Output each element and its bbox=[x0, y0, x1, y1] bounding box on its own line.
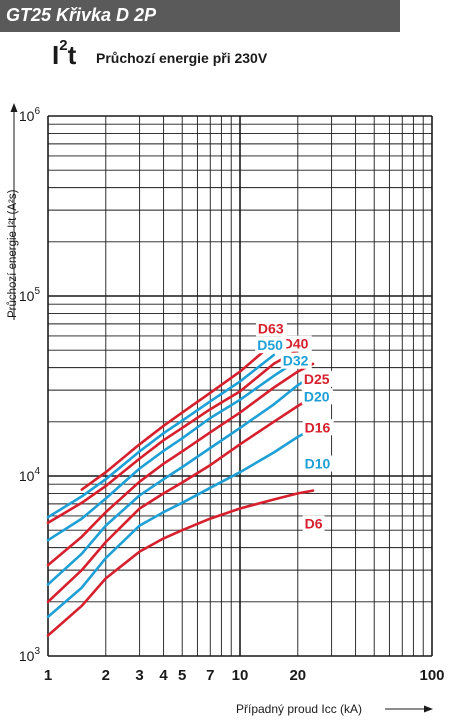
chart-axes: Průchozí energie I²t (A²s) Případný prou… bbox=[7, 103, 433, 716]
x-axis-ticks: 1 2 3 4 5 7 10 20 100 bbox=[44, 667, 445, 684]
chart-title: GT25 Křivka D 2P bbox=[6, 5, 157, 25]
curve-d10 bbox=[46, 427, 315, 619]
curve-label-d20: D20 bbox=[304, 388, 330, 404]
curve-label-d16: D16 bbox=[305, 419, 331, 435]
x-tick-label: 7 bbox=[206, 667, 214, 684]
y-axis-ticks: 103 104 105 106 bbox=[19, 106, 41, 664]
curve-label-d63: D63 bbox=[258, 320, 284, 336]
chart-subtitle: Průchozí energie při 230V bbox=[96, 50, 268, 66]
x-tick-label: 3 bbox=[135, 667, 143, 684]
curve-label-d32: D32 bbox=[283, 353, 309, 369]
x-axis-label: Případný proud Icc (kA) bbox=[236, 702, 362, 716]
curve-d40 bbox=[46, 348, 300, 524]
curve-label-bg bbox=[255, 337, 287, 354]
y-tick-label: 105 bbox=[19, 286, 41, 304]
i2t-symbol: I2t bbox=[52, 37, 77, 71]
curve-d25 bbox=[46, 362, 315, 567]
curve-label-d50: D50 bbox=[257, 337, 283, 353]
i2t-symbol-base: I bbox=[52, 40, 60, 70]
chart-grid bbox=[47, 115, 433, 657]
y-tick-label: 103 bbox=[19, 646, 41, 664]
curve-label-bg bbox=[280, 335, 312, 352]
i2t-symbol-tail: t bbox=[67, 40, 77, 70]
x-tick-label: 2 bbox=[102, 667, 110, 684]
x-tick-label: 1 bbox=[44, 667, 52, 684]
curve-label-d6: D6 bbox=[305, 516, 323, 532]
x-axis-arrowhead bbox=[424, 705, 433, 713]
curve-label-bg bbox=[255, 320, 287, 337]
x-tick-label: 20 bbox=[289, 667, 306, 684]
y-axis-label: Průchozí energie I²t (A²s) bbox=[7, 189, 19, 318]
curve-d32 bbox=[46, 358, 300, 542]
y-axis-arrowhead bbox=[10, 103, 18, 112]
curve-label-bg bbox=[302, 419, 334, 436]
curve-label-bg bbox=[302, 455, 334, 472]
x-tick-label: 100 bbox=[419, 667, 444, 684]
curve-d63 bbox=[80, 341, 276, 491]
curve-label-d10: D10 bbox=[305, 456, 331, 472]
curve-label-bg bbox=[301, 370, 333, 387]
x-tick-label: 4 bbox=[159, 667, 168, 684]
curve-label-d40: D40 bbox=[283, 336, 309, 352]
chart-curves bbox=[46, 341, 315, 637]
curve-label-bg bbox=[301, 388, 333, 405]
x-tick-label: 5 bbox=[178, 667, 186, 684]
x-tick-label: 10 bbox=[232, 667, 249, 684]
curve-label-bg bbox=[302, 515, 325, 532]
curve-d50 bbox=[46, 353, 276, 519]
title-bar: GT25 Křivka D 2P bbox=[0, 0, 400, 32]
i2t-symbol-sup: 2 bbox=[59, 37, 68, 55]
curve-d20 bbox=[46, 374, 315, 586]
curve-label-d25: D25 bbox=[304, 371, 330, 387]
curve-label-bg bbox=[280, 352, 312, 369]
y-tick-label: 106 bbox=[19, 106, 41, 124]
curve-d16 bbox=[46, 395, 315, 604]
y-tick-label: 104 bbox=[19, 466, 41, 484]
curve-d6 bbox=[46, 489, 315, 637]
